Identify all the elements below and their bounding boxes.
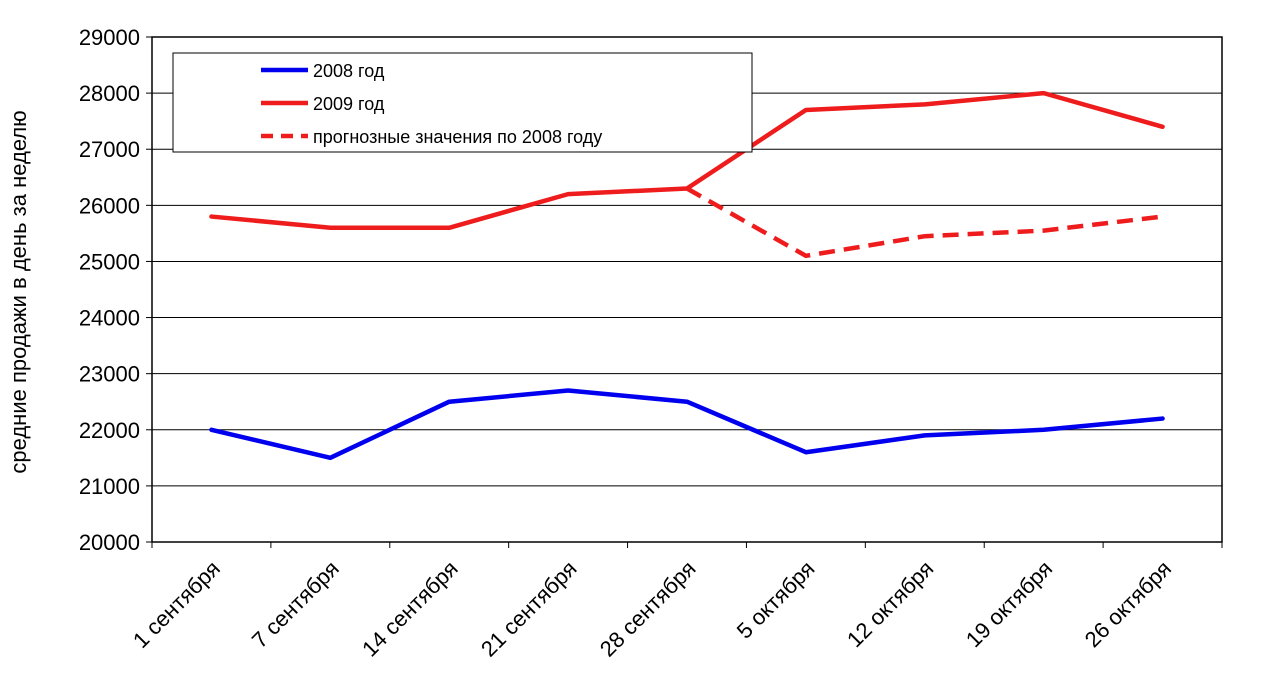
- series-line-1: [209, 90, 1165, 231]
- series-line-2: [685, 186, 1163, 259]
- y-tick-label: 27000: [79, 137, 140, 162]
- y-axis-ticks: 20000 21000 22000 23000 24000 25000 26000 27000…: [79, 25, 152, 555]
- x-tick-label: 12 октября: [842, 556, 938, 652]
- legend: 2008 год 2009 год прогнозные значения по 2…: [172, 52, 753, 153]
- y-tick-label: 22000: [79, 418, 140, 443]
- series-lines: [209, 90, 1165, 461]
- x-tick-label: 14 сентября: [357, 556, 463, 662]
- y-tick-label: 20000: [79, 530, 140, 555]
- x-tick-label: 5 октября: [732, 556, 820, 644]
- y-axis-label: средние продажи в день за неделю: [6, 110, 31, 473]
- x-tick-label: 7 сентября: [247, 556, 344, 653]
- y-tick-label: 28000: [79, 81, 140, 106]
- x-tick-label: 21 сентября: [476, 556, 582, 662]
- y-tick-label: 25000: [79, 249, 140, 274]
- x-tick-label: 19 октября: [961, 556, 1057, 652]
- y-tick-label: 21000: [79, 474, 140, 499]
- y-tick-label: 26000: [79, 193, 140, 218]
- x-tick-label: 1 сентября: [128, 556, 225, 653]
- legend-label: прогнозные значения по 2008 году: [313, 127, 602, 147]
- y-tick-label: 23000: [79, 362, 140, 387]
- legend-label: 2008 год: [313, 61, 385, 81]
- plot-area: [151, 36, 1223, 543]
- legend-label: 2009 год: [313, 94, 385, 114]
- series-line-0: [209, 388, 1165, 461]
- x-tick-label: 28 сентября: [595, 556, 701, 662]
- y-tick-label: 29000: [79, 25, 140, 50]
- x-tick-label: 26 октября: [1080, 556, 1176, 652]
- x-axis-ticks: 1 сентября 7 сентября 14 сентября 21 сентяб…: [128, 542, 1223, 662]
- y-tick-label: 24000: [79, 306, 140, 331]
